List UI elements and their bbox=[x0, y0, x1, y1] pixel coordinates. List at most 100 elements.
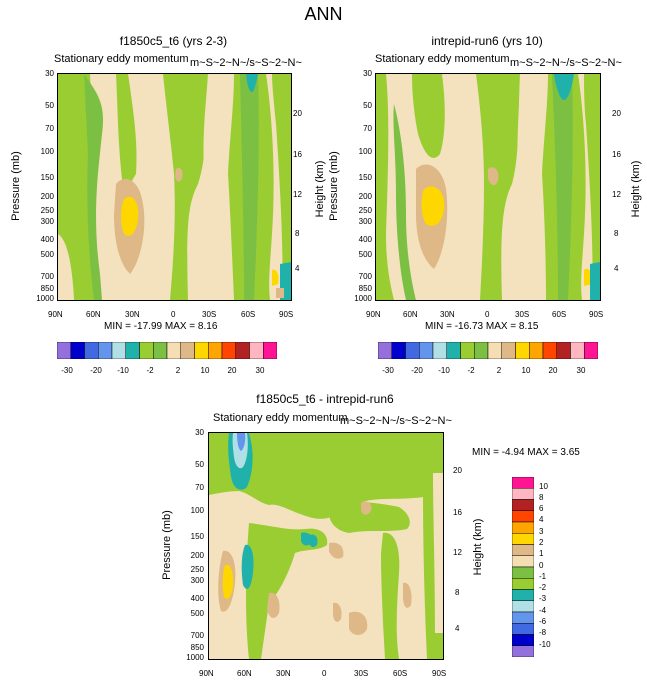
colorbar-swatch bbox=[263, 341, 278, 360]
p3-htick-8: 8 bbox=[455, 588, 460, 597]
p1-ytick-100: 100 bbox=[40, 147, 54, 156]
colorbar-swatch bbox=[235, 341, 250, 360]
p1-xtick-0: 0 bbox=[171, 310, 176, 319]
p3-cb-label-1: 8 bbox=[539, 493, 544, 502]
p2-ytick-700: 700 bbox=[358, 272, 372, 281]
colorbar-swatch bbox=[511, 645, 535, 658]
p2-ytick-70: 70 bbox=[363, 124, 372, 133]
p1-ytick-1000: 1000 bbox=[36, 294, 54, 303]
p3-cb-label-2: 6 bbox=[539, 504, 544, 513]
p1-ytick-200: 200 bbox=[40, 192, 54, 201]
p3-ytick-50: 50 bbox=[195, 460, 204, 469]
p3-colorbar bbox=[511, 476, 535, 658]
panel3-subtitle: Stationary eddy momentum bbox=[213, 412, 348, 424]
p1-htick-20: 20 bbox=[293, 109, 302, 118]
p1-xtick-30n: 30N bbox=[125, 310, 140, 319]
p3-cb-label-12: -6 bbox=[539, 617, 547, 626]
colorbar-swatch bbox=[194, 341, 209, 360]
p3-cb-label-11: -4 bbox=[539, 606, 547, 615]
p3-cb-label-14: -10 bbox=[539, 640, 551, 649]
p3-cb-label-9: -2 bbox=[539, 583, 547, 592]
p3-ytick-200: 200 bbox=[190, 551, 204, 560]
colorbar-swatch bbox=[511, 499, 535, 511]
p1-xtick-60s: 60S bbox=[241, 310, 256, 319]
p3-xtick-0: 0 bbox=[322, 669, 327, 678]
panel3-title: f1850c5_t6 - intrepid-run6 bbox=[256, 392, 394, 406]
colorbar-swatch bbox=[556, 341, 571, 360]
p1-min-max: MIN = -17.99 MAX = 8.16 bbox=[104, 321, 218, 332]
p1-ytick-700: 700 bbox=[40, 272, 54, 281]
p2-cb-label-1: -20 bbox=[411, 366, 423, 375]
p1-cb-label-1: -20 bbox=[90, 366, 102, 375]
panel2-contour-plot bbox=[375, 73, 601, 301]
p2-xtick-30n: 30N bbox=[440, 310, 455, 319]
colorbar-swatch bbox=[166, 341, 181, 360]
p2-ytick-500: 500 bbox=[358, 250, 372, 259]
colorbar-swatch bbox=[419, 341, 434, 360]
panel2-subtitle: Stationary eddy momentum bbox=[375, 53, 510, 65]
panel3-contour-svg bbox=[209, 433, 443, 659]
p1-colorbar bbox=[56, 341, 278, 360]
p2-cb-label-2: -10 bbox=[438, 366, 450, 375]
p1-cb-label-6: 20 bbox=[227, 366, 237, 375]
p2-cb-label-3: -2 bbox=[467, 366, 475, 375]
p2-colorbar bbox=[377, 341, 599, 360]
p3-xtick-90s: 90S bbox=[432, 669, 447, 678]
p2-min-max: MIN = -16.73 MAX = 8.15 bbox=[425, 321, 539, 332]
colorbar-swatch bbox=[501, 341, 516, 360]
p3-cb-label-8: -1 bbox=[539, 572, 547, 581]
p3-xtick-30n: 30N bbox=[276, 669, 291, 678]
p3-cb-label-3: 4 bbox=[539, 515, 544, 524]
p1-ytick-70: 70 bbox=[45, 124, 54, 133]
colorbar-swatch bbox=[180, 341, 195, 360]
p2-cb-label-4: 2 bbox=[496, 366, 502, 375]
colorbar-swatch bbox=[511, 600, 535, 613]
colorbar-swatch bbox=[511, 566, 535, 579]
p3-ytick-500: 500 bbox=[190, 609, 204, 618]
colorbar-swatch bbox=[511, 589, 535, 601]
p1-cb-label-0: -30 bbox=[61, 366, 73, 375]
p3-min-max: MIN = -4.94 MAX = 3.65 bbox=[472, 447, 580, 458]
p3-ytick-100: 100 bbox=[190, 506, 204, 515]
p1-ytick-850: 850 bbox=[40, 284, 54, 293]
colorbar-swatch bbox=[487, 341, 502, 360]
panel2-contour-svg bbox=[376, 74, 600, 300]
p2-ytick-100: 100 bbox=[358, 147, 372, 156]
p3-htick-20: 20 bbox=[453, 466, 462, 475]
p3-xtick-30s: 30S bbox=[354, 669, 369, 678]
p3-ytick-150: 150 bbox=[190, 532, 204, 541]
colorbar-swatch bbox=[208, 341, 223, 360]
p2-cb-label-6: 20 bbox=[548, 366, 558, 375]
panel1-contour-plot bbox=[57, 73, 292, 301]
p1-xtick-30s: 30S bbox=[202, 310, 217, 319]
p1-htick-4: 4 bbox=[295, 264, 300, 273]
p3-ytick-850: 850 bbox=[190, 643, 204, 652]
colorbar-swatch bbox=[391, 341, 406, 360]
p1-cb-label-7: 30 bbox=[255, 366, 265, 375]
p1-xtick-90s: 90S bbox=[279, 310, 294, 319]
colorbar-swatch bbox=[70, 341, 85, 360]
colorbar-swatch bbox=[511, 555, 535, 568]
p1-ytick-150: 150 bbox=[40, 173, 54, 182]
p1-ytick-50: 50 bbox=[45, 101, 54, 110]
colorbar-swatch bbox=[221, 341, 236, 360]
colorbar-swatch bbox=[432, 341, 447, 360]
p3-ytick-1000: 1000 bbox=[186, 653, 204, 662]
p2-cb-label-5: 10 bbox=[521, 366, 531, 375]
p2-htick-4: 4 bbox=[614, 264, 619, 273]
colorbar-swatch bbox=[570, 341, 585, 360]
p3-cb-label-7: 0 bbox=[539, 561, 544, 570]
p3-cb-label-13: -8 bbox=[539, 628, 547, 637]
colorbar-swatch bbox=[511, 488, 535, 500]
p2-htick-12: 12 bbox=[612, 190, 621, 199]
p2-xtick-90s: 90S bbox=[589, 310, 604, 319]
p1-ytick-300: 300 bbox=[40, 217, 54, 226]
colorbar-swatch bbox=[249, 341, 264, 360]
p1-ytick-250: 250 bbox=[40, 206, 54, 215]
p3-htick-16: 16 bbox=[453, 508, 462, 517]
p1-htick-12: 12 bbox=[293, 190, 302, 199]
p3-ytick-400: 400 bbox=[190, 594, 204, 603]
panel1-subtitle: Stationary eddy momentum bbox=[54, 53, 189, 65]
colorbar-swatch bbox=[474, 341, 489, 360]
panel2-units: m~S~2~N~/s~S~2~N~ bbox=[510, 57, 622, 69]
